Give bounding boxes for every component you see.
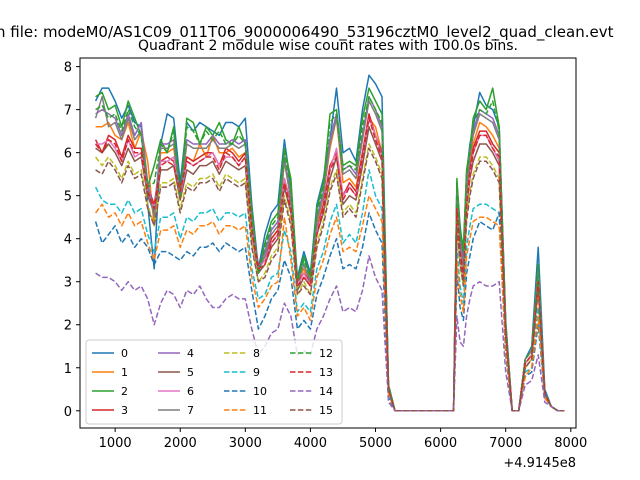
series-line-12 xyxy=(95,95,565,412)
legend-label-1: 1 xyxy=(121,366,128,379)
x-tick-label: 5000 xyxy=(359,436,392,451)
x-axis: 1000 2000 3000 4000 5000 6000 7000 8000 xyxy=(99,428,587,451)
legend-label-4: 4 xyxy=(187,347,194,360)
chart-title: Quadrant 2 module wise count rates with … xyxy=(138,38,518,54)
series-line-13 xyxy=(94,117,565,412)
x-axis-offset-label: +4.9145e8 xyxy=(503,456,576,471)
series-line-8 xyxy=(95,143,565,412)
legend-label-6: 6 xyxy=(187,385,194,398)
plot-frame xyxy=(79,57,577,429)
x-tick-label: 4000 xyxy=(294,436,327,451)
legend-label-3: 3 xyxy=(121,404,128,417)
legend-label-14: 14 xyxy=(319,385,333,398)
series-line-0 xyxy=(94,74,565,412)
y-axis: 0 1 2 3 4 5 6 7 8 xyxy=(64,61,80,420)
x-tick-label: 8000 xyxy=(554,436,587,451)
legend-label-8: 8 xyxy=(253,347,260,360)
legend-label-7: 7 xyxy=(187,404,194,417)
x-tick-label: 1000 xyxy=(99,436,132,451)
legend-label-9: 9 xyxy=(253,366,260,379)
x-tick-label: 7000 xyxy=(489,436,522,451)
x-tick-label: 2000 xyxy=(164,436,197,451)
legend-label-13: 13 xyxy=(319,366,333,379)
series-line-10 xyxy=(94,212,565,412)
legend-label-15: 15 xyxy=(319,404,333,417)
legend-label-10: 10 xyxy=(253,385,267,398)
y-tick-label: 1 xyxy=(64,362,72,377)
y-tick-label: 8 xyxy=(64,61,72,76)
series-line-14 xyxy=(95,255,565,412)
legend-label-2: 2 xyxy=(121,385,128,398)
y-tick-label: 0 xyxy=(64,405,72,420)
legend-label-11: 11 xyxy=(253,404,267,417)
y-tick-label: 6 xyxy=(64,147,72,162)
y-tick-label: 7 xyxy=(64,104,72,119)
legend-label-12: 12 xyxy=(319,347,333,360)
figure-suptitle: n file: modeM0/AS1C09_011T06_9000006490_… xyxy=(0,23,614,42)
x-tick-label: 3000 xyxy=(229,436,262,451)
x-tick-label: 6000 xyxy=(424,436,457,451)
y-tick-label: 5 xyxy=(64,190,72,205)
legend-box xyxy=(85,339,343,425)
y-tick-label: 2 xyxy=(64,319,72,334)
series-line-11 xyxy=(95,194,565,412)
legend-label-0: 0 xyxy=(121,347,128,360)
y-tick-label: 3 xyxy=(64,276,72,291)
plot-lines xyxy=(94,74,565,412)
series-line-15 xyxy=(95,147,565,412)
series-line-9 xyxy=(94,169,565,412)
y-tick-label: 4 xyxy=(64,233,72,248)
legend-label-5: 5 xyxy=(187,366,194,379)
